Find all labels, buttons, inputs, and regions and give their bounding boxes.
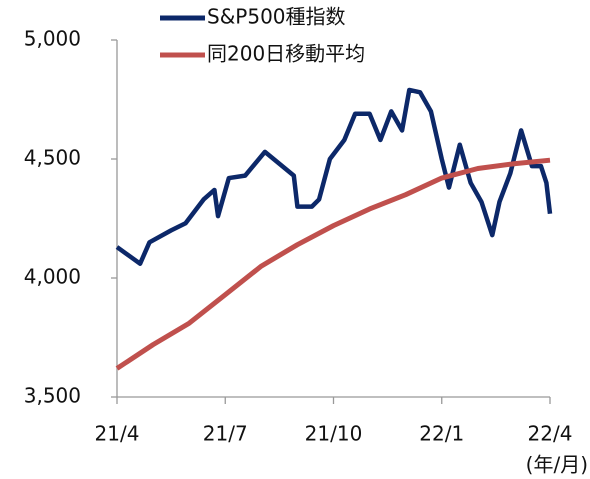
y-tick-label: 5,000	[24, 27, 81, 51]
series-line	[115, 87, 553, 266]
series-line	[115, 157, 551, 371]
x-tick-label: 22/1	[419, 422, 464, 446]
x-tick-label: 22/4	[528, 422, 573, 446]
x-tick-label: 21/4	[95, 422, 140, 446]
x-unit-label: (年/月)	[526, 453, 588, 477]
legend-label: 同200日移動平均	[207, 42, 365, 66]
legend-label: S&P500種指数	[207, 5, 346, 29]
y-tick-label: 3,500	[24, 384, 81, 408]
x-tick-label: 21/7	[203, 422, 248, 446]
x-tick-label: 21/10	[305, 422, 363, 446]
y-tick-label: 4,500	[24, 146, 81, 170]
y-tick-label: 4,000	[24, 265, 81, 289]
